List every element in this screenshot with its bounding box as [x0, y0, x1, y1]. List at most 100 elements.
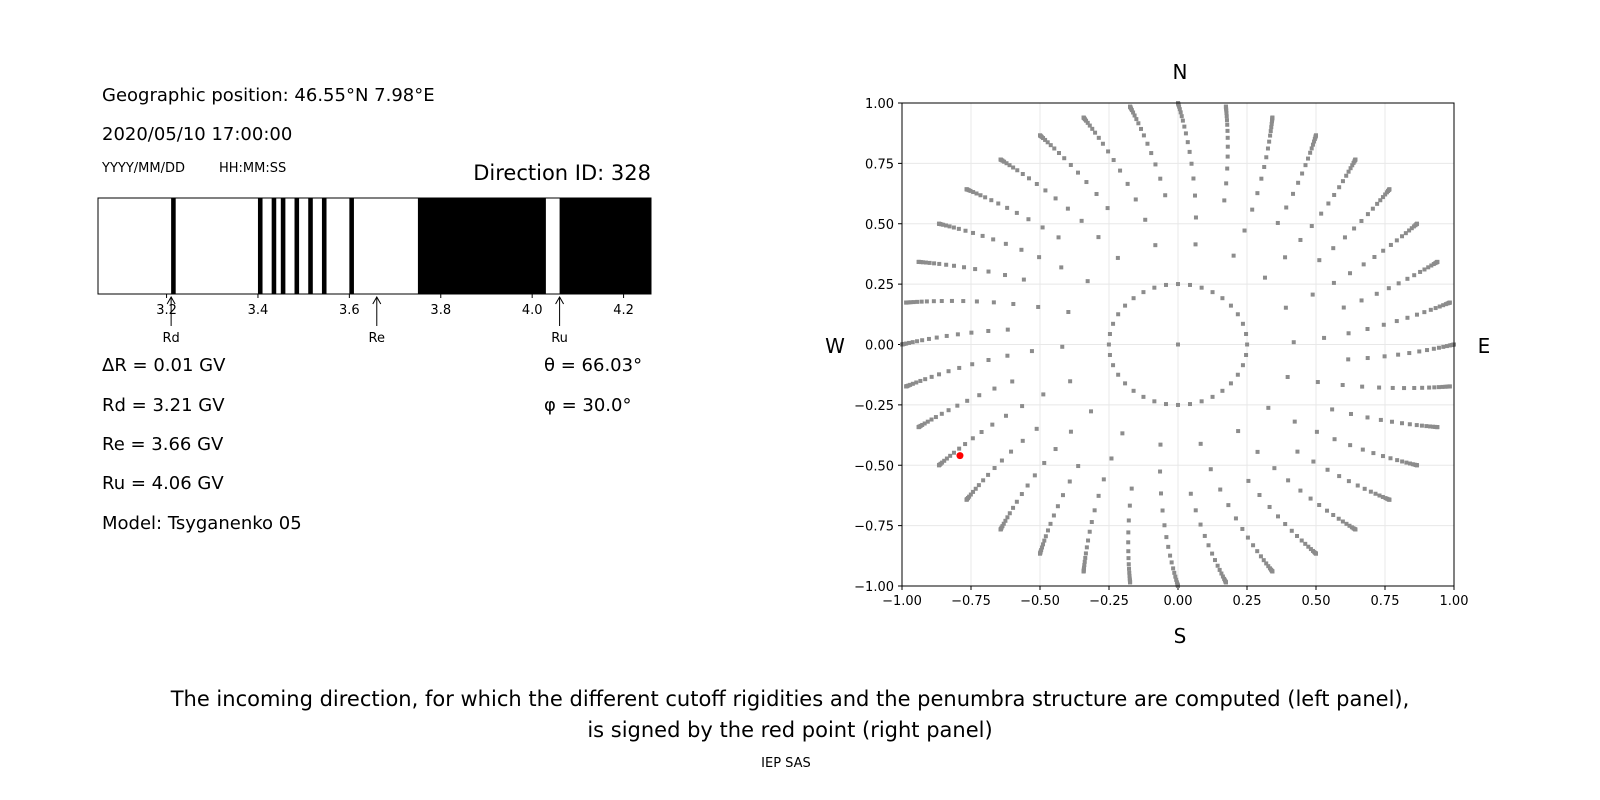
direction-point [1210, 551, 1215, 556]
north-label: N [1173, 60, 1188, 84]
direction-point [946, 408, 951, 413]
x-tick-label: 0.75 [1371, 594, 1400, 609]
x-tick-label: −0.50 [1020, 594, 1060, 609]
direction-point [1340, 179, 1345, 184]
direction-point [1331, 280, 1336, 285]
direction-point [1405, 315, 1410, 320]
direction-point [1037, 255, 1042, 260]
direction-point [1224, 181, 1229, 186]
direction-point [1015, 168, 1020, 173]
direction-point [1409, 226, 1414, 231]
direction-point [1337, 474, 1342, 479]
y-tick-label: −0.50 [854, 459, 894, 474]
x-tick-label: 0.50 [1302, 594, 1331, 609]
direction-point [1043, 188, 1048, 193]
direction-point [1404, 460, 1409, 465]
direction-point [1128, 580, 1133, 585]
direction-point [1244, 352, 1249, 357]
direction-point [1116, 312, 1121, 317]
direction-point [1380, 195, 1385, 200]
direction-point [1310, 142, 1315, 147]
ru-value: Ru = 4.06 GV [102, 473, 224, 494]
direction-point [910, 340, 915, 345]
direction-point [1107, 352, 1112, 357]
direction-point [937, 261, 942, 266]
direction-point [1226, 503, 1231, 508]
direction-point [1246, 478, 1251, 483]
direction-point [1089, 520, 1094, 525]
direction-point [933, 415, 938, 420]
direction-point [1346, 479, 1351, 484]
x-tick-label: 3.2 [156, 303, 177, 318]
direction-point [1270, 115, 1275, 120]
direction-point [1309, 224, 1314, 229]
direction-point [1179, 114, 1184, 119]
direction-point [955, 403, 960, 408]
direction-point [989, 198, 994, 203]
direction-point [1087, 123, 1092, 128]
direction-point [1303, 163, 1308, 168]
direction-point [1436, 345, 1441, 350]
direction-point [1187, 282, 1192, 287]
direction-point [1396, 281, 1401, 286]
direction-point [1407, 351, 1412, 356]
direction-point [1048, 521, 1053, 526]
direction-point [1021, 277, 1026, 282]
direction-point [951, 225, 956, 230]
direction-point [1082, 559, 1087, 564]
direction-point [1444, 344, 1449, 349]
y-tick-label: 0.75 [865, 157, 894, 172]
direction-point [1299, 538, 1304, 543]
direction-point [1056, 151, 1061, 156]
selected-direction-point [956, 452, 964, 460]
direction-point [1353, 527, 1358, 532]
direction-point [1188, 491, 1193, 496]
direction-point [1228, 303, 1233, 308]
direction-point [1377, 385, 1382, 390]
direction-point [948, 453, 953, 458]
direction-point [1177, 107, 1182, 112]
direction-point [1360, 384, 1365, 389]
direction-point [1126, 530, 1131, 535]
direction-point [1244, 332, 1249, 337]
direction-point [992, 386, 997, 391]
direction-point [1198, 522, 1203, 527]
direction-point [1173, 574, 1178, 579]
direction-point [1163, 193, 1168, 198]
y-tick-label: 0.25 [865, 278, 894, 293]
direction-point [1267, 139, 1272, 144]
direction-point [1269, 125, 1274, 130]
direction-point [1158, 469, 1163, 474]
direction-point [996, 201, 1001, 206]
direction-point [1083, 555, 1088, 560]
direction-point [1371, 451, 1376, 456]
direction-point [1264, 561, 1269, 566]
direction-point [1038, 133, 1042, 138]
direction-point [1105, 206, 1110, 211]
credit: IEP SAS [761, 756, 811, 771]
direction-point [970, 436, 975, 441]
direction-point [1420, 385, 1425, 390]
direction-point [1131, 388, 1136, 393]
direction-point [934, 335, 939, 340]
direction-point [1317, 258, 1322, 263]
direction-chart: −1.00 −0.75 −0.50 −0.25 0.00 0.25 0.50 0.75 1.00… [854, 97, 1468, 609]
direction-point [1240, 526, 1245, 531]
direction-point [951, 263, 956, 268]
direction-point [1068, 162, 1073, 167]
direction-point [1043, 137, 1048, 142]
direction-point [986, 269, 991, 274]
x-tick-label: 3.4 [248, 303, 269, 318]
direction-point [1065, 206, 1070, 211]
direction-point [1310, 292, 1315, 297]
direction-point [1224, 118, 1229, 123]
direction-point [1331, 512, 1336, 517]
penumbra-band [559, 198, 651, 294]
direction-point [1355, 483, 1360, 488]
south-label: S [1174, 624, 1187, 648]
direction-point [1096, 493, 1101, 498]
direction-point [1236, 429, 1241, 434]
direction-point [1407, 461, 1412, 466]
rd-value: Rd = 3.21 GV [102, 395, 225, 416]
direction-point [1131, 110, 1136, 115]
